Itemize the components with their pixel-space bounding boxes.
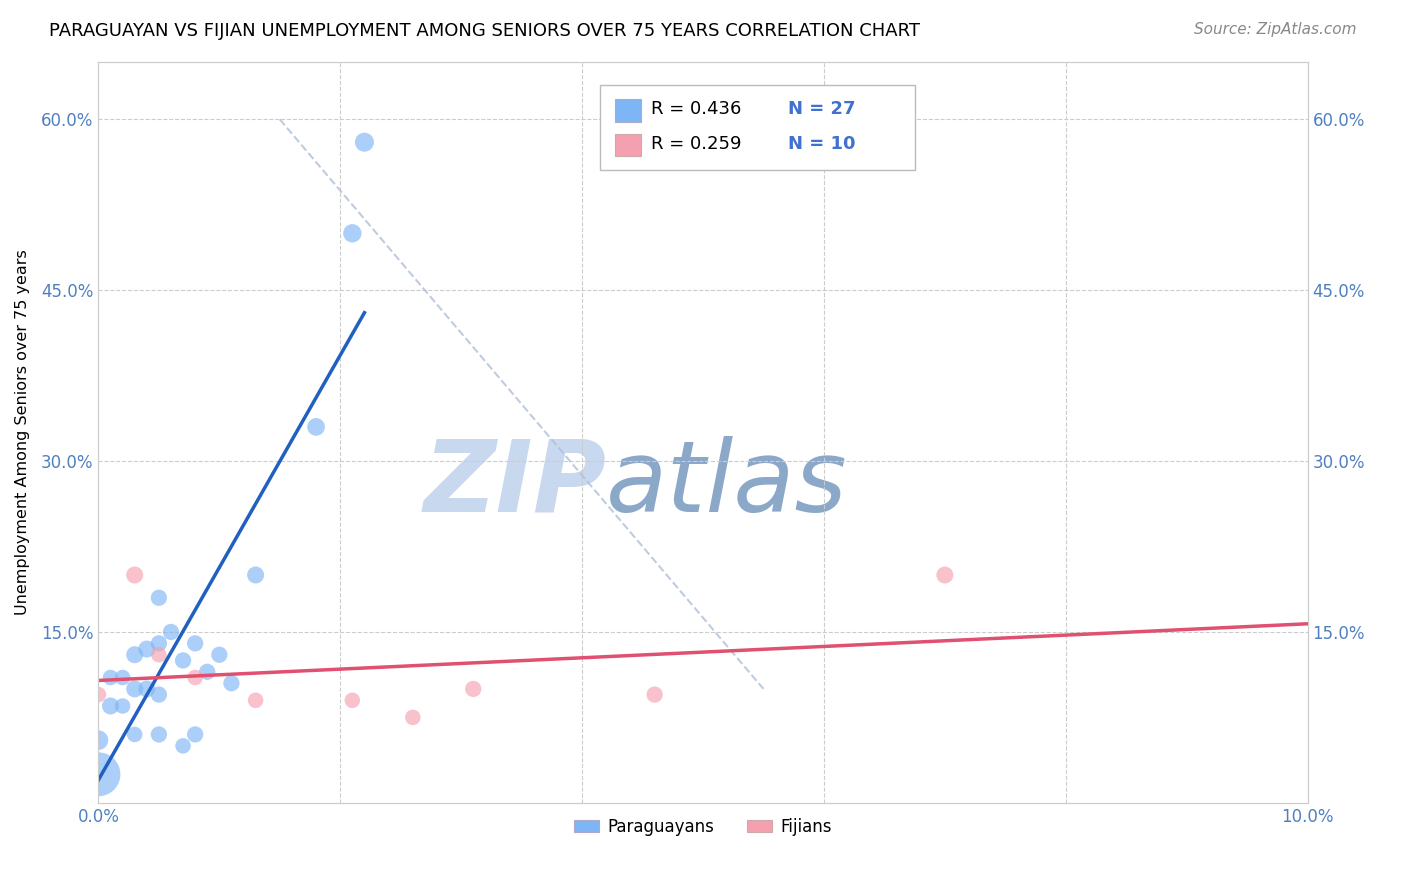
Text: PARAGUAYAN VS FIJIAN UNEMPLOYMENT AMONG SENIORS OVER 75 YEARS CORRELATION CHART: PARAGUAYAN VS FIJIAN UNEMPLOYMENT AMONG … [49, 22, 920, 40]
Point [342, 693, 364, 707]
Point [172, 739, 194, 753]
Point [87, 767, 110, 781]
Point [87, 688, 110, 702]
Point [148, 688, 170, 702]
Legend: Paraguayans, Fijians: Paraguayans, Fijians [567, 811, 839, 843]
Text: ZIP: ZIP [423, 436, 606, 533]
Point [124, 648, 146, 662]
Point [245, 693, 267, 707]
Point [87, 733, 110, 747]
Point [353, 135, 375, 149]
Point [172, 653, 194, 667]
Point [124, 568, 146, 582]
Point [111, 698, 134, 713]
Point [208, 648, 231, 662]
Point [245, 568, 267, 582]
FancyBboxPatch shape [600, 85, 915, 169]
Point [184, 671, 207, 685]
Text: R = 0.259: R = 0.259 [651, 135, 741, 153]
Point [124, 727, 146, 741]
Point [184, 727, 207, 741]
Text: Source: ZipAtlas.com: Source: ZipAtlas.com [1194, 22, 1357, 37]
Point [305, 420, 328, 434]
Point [644, 688, 666, 702]
Point [100, 671, 122, 685]
Point [463, 681, 485, 696]
Text: N = 10: N = 10 [787, 135, 855, 153]
Point [148, 636, 170, 650]
FancyBboxPatch shape [614, 134, 641, 156]
Point [160, 624, 183, 639]
Point [148, 591, 170, 605]
Point [195, 665, 218, 679]
Point [148, 727, 170, 741]
Point [111, 671, 134, 685]
Point [100, 698, 122, 713]
Point [135, 642, 157, 657]
Text: R = 0.436: R = 0.436 [651, 100, 741, 118]
Point [342, 227, 364, 241]
Point [124, 681, 146, 696]
Y-axis label: Unemployment Among Seniors over 75 years: Unemployment Among Seniors over 75 years [15, 250, 30, 615]
FancyBboxPatch shape [614, 99, 641, 121]
Point [934, 568, 956, 582]
Text: N = 27: N = 27 [787, 100, 855, 118]
Point [135, 681, 157, 696]
Point [221, 676, 243, 690]
Point [402, 710, 425, 724]
Point [184, 636, 207, 650]
Text: atlas: atlas [606, 436, 848, 533]
Point [148, 648, 170, 662]
